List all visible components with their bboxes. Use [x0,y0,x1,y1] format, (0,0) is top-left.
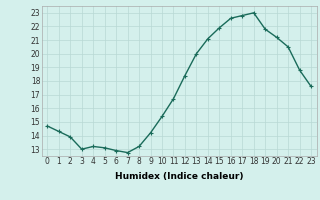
X-axis label: Humidex (Indice chaleur): Humidex (Indice chaleur) [115,172,244,181]
